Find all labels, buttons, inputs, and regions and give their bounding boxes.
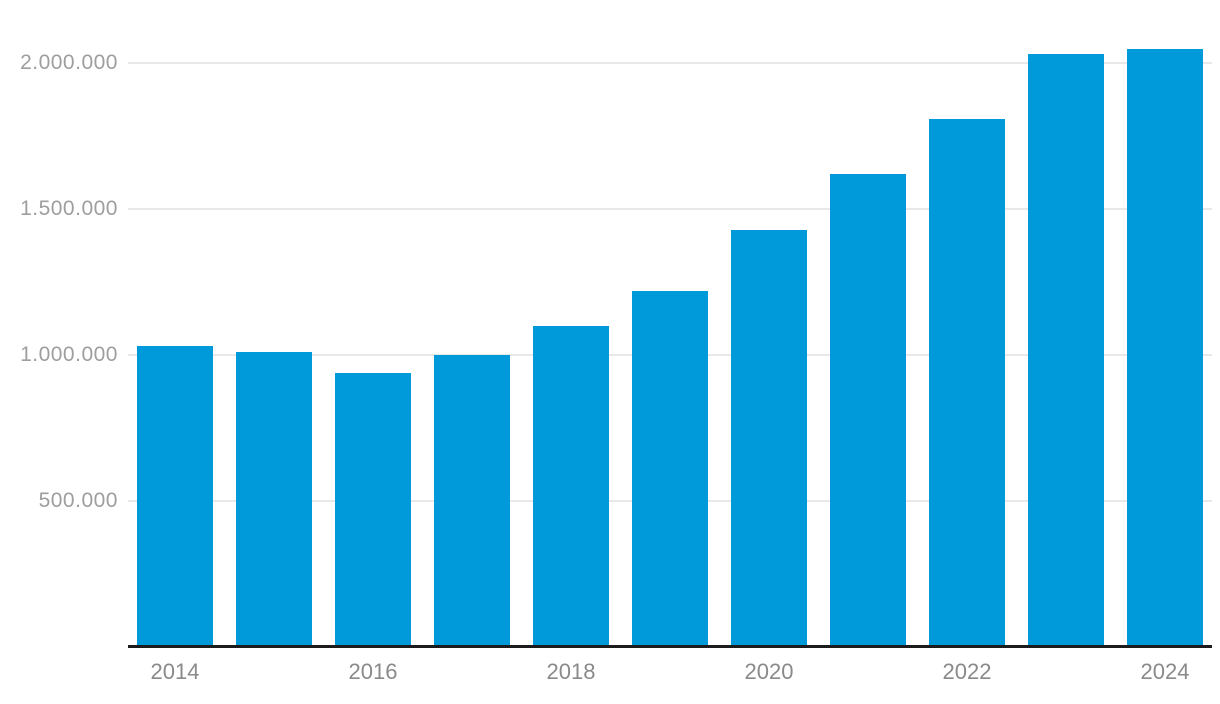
- bar-2017[interactable]: [434, 355, 510, 648]
- y-axis-tick-label: 1.500.000: [20, 197, 118, 221]
- bar-2022[interactable]: [929, 118, 1005, 648]
- x-axis-tick-label-2022: 2022: [942, 659, 992, 684]
- bar-2019[interactable]: [632, 290, 708, 648]
- bar-2016[interactable]: [335, 372, 411, 648]
- x-axis-tick-label-2014: 2014: [150, 659, 200, 684]
- gridline-2.000.000: [128, 62, 1212, 65]
- x-axis-tick-label-2024: 2024: [1140, 659, 1190, 684]
- x-axis-tick-label-2018: 2018: [546, 659, 596, 684]
- y-axis-tick-label: 1.000.000: [20, 343, 118, 367]
- gridline-1.500.000: [128, 208, 1212, 211]
- bar-2020[interactable]: [731, 229, 807, 648]
- bar-2015[interactable]: [236, 352, 312, 648]
- y-axis-tick-label: 500.000: [38, 489, 118, 513]
- bar-2023[interactable]: [1028, 54, 1104, 648]
- bar-2024[interactable]: [1127, 48, 1203, 648]
- y-axis-tick-label: 2.000.000: [20, 51, 118, 75]
- bar-2014[interactable]: [137, 346, 213, 648]
- bar-2018[interactable]: [533, 325, 609, 648]
- x-axis-tick-label-2020: 2020: [744, 659, 794, 684]
- x-axis-tick-label-2016: 2016: [348, 659, 398, 684]
- bar-2021[interactable]: [830, 174, 906, 648]
- x-axis-line: [128, 645, 1212, 648]
